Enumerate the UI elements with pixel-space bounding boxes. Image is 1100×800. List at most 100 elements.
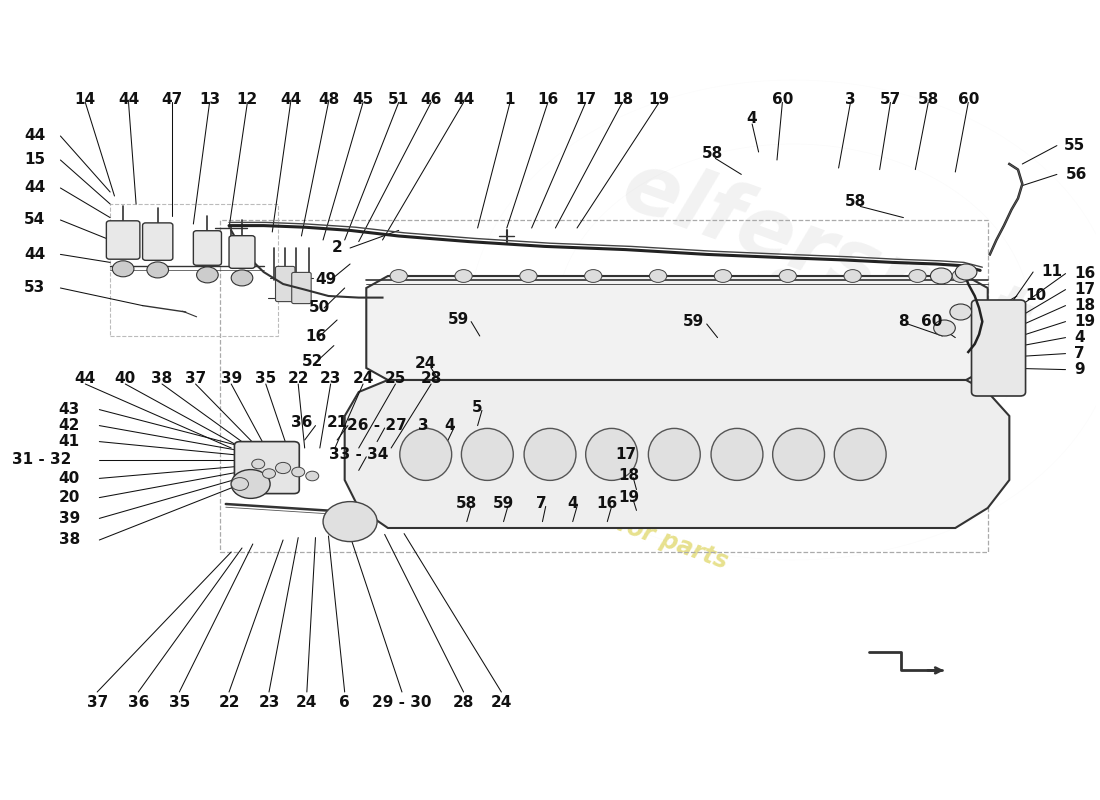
FancyBboxPatch shape (229, 236, 255, 268)
Text: 60: 60 (772, 93, 793, 107)
Polygon shape (366, 276, 988, 380)
Text: 42: 42 (58, 418, 80, 433)
Text: 4: 4 (444, 418, 454, 433)
Bar (220, 220, 988, 552)
Text: 35: 35 (168, 695, 190, 710)
Circle shape (390, 270, 407, 282)
Text: 44: 44 (75, 371, 96, 386)
Text: 19: 19 (649, 93, 670, 107)
Ellipse shape (524, 429, 576, 480)
Text: 52: 52 (301, 354, 323, 369)
Text: 38: 38 (58, 533, 80, 547)
Text: 56: 56 (1066, 167, 1087, 182)
Text: 49: 49 (316, 273, 337, 287)
Text: 44: 44 (24, 181, 45, 195)
Bar (110, 204, 277, 336)
Text: 57: 57 (880, 93, 901, 107)
Text: 8: 8 (898, 314, 909, 329)
Text: 5: 5 (472, 401, 483, 415)
Circle shape (931, 268, 953, 284)
Circle shape (584, 270, 602, 282)
Text: 29 - 30: 29 - 30 (372, 695, 431, 710)
Text: 24: 24 (296, 695, 318, 710)
Text: 54: 54 (24, 213, 45, 227)
Text: 4: 4 (568, 497, 578, 511)
Text: 45: 45 (352, 93, 374, 107)
Text: 18: 18 (612, 93, 632, 107)
Text: 22: 22 (218, 695, 240, 710)
Text: 40: 40 (114, 371, 136, 386)
Text: 18: 18 (618, 468, 639, 482)
Circle shape (844, 270, 861, 282)
Text: 58: 58 (845, 194, 867, 209)
Circle shape (231, 478, 249, 490)
Text: 24: 24 (352, 371, 374, 386)
Text: 59: 59 (448, 313, 469, 327)
Text: 17: 17 (575, 93, 596, 107)
FancyBboxPatch shape (234, 442, 299, 494)
Text: a passion for parts: a passion for parts (487, 466, 732, 574)
Text: 3: 3 (845, 93, 856, 107)
FancyBboxPatch shape (194, 230, 221, 266)
Text: 16: 16 (1075, 266, 1096, 281)
Ellipse shape (585, 429, 638, 480)
Text: 26 - 27: 26 - 27 (348, 418, 407, 433)
Circle shape (649, 270, 667, 282)
FancyBboxPatch shape (143, 223, 173, 260)
Circle shape (263, 469, 275, 478)
Text: 60: 60 (921, 314, 943, 329)
Text: 7: 7 (536, 497, 547, 511)
Text: 28: 28 (420, 371, 442, 386)
Text: 18: 18 (1075, 298, 1096, 313)
Circle shape (909, 270, 926, 282)
Text: 28: 28 (453, 695, 474, 710)
Text: 24: 24 (415, 357, 437, 371)
Text: 15: 15 (24, 153, 45, 167)
Circle shape (292, 467, 305, 477)
Circle shape (306, 471, 319, 481)
Text: 48: 48 (318, 93, 339, 107)
Text: 53: 53 (24, 281, 45, 295)
Text: 44: 44 (280, 93, 301, 107)
Circle shape (112, 261, 134, 277)
Text: 58: 58 (456, 497, 477, 511)
Text: 58: 58 (702, 146, 723, 161)
Text: 39: 39 (58, 511, 80, 526)
Text: 41: 41 (58, 434, 80, 449)
FancyBboxPatch shape (292, 272, 311, 303)
Text: 17: 17 (1075, 282, 1096, 297)
Text: 2: 2 (332, 241, 342, 255)
Text: 44: 44 (24, 247, 45, 262)
Text: elferspot: elferspot (612, 145, 1040, 367)
Text: 16: 16 (305, 329, 326, 343)
Text: 12: 12 (236, 93, 258, 107)
Text: 1985: 1985 (836, 342, 967, 426)
Text: 4: 4 (1075, 330, 1085, 345)
Text: 60: 60 (958, 93, 979, 107)
Ellipse shape (461, 429, 514, 480)
Text: 3: 3 (418, 418, 429, 433)
Ellipse shape (772, 429, 825, 480)
Ellipse shape (711, 429, 763, 480)
Text: 50: 50 (309, 301, 330, 315)
Text: 10: 10 (1025, 289, 1047, 303)
Circle shape (275, 462, 290, 474)
Text: 16: 16 (596, 497, 618, 511)
Text: 4: 4 (747, 111, 758, 126)
Circle shape (455, 270, 472, 282)
Circle shape (714, 270, 732, 282)
Text: 31 - 32: 31 - 32 (12, 453, 72, 467)
Circle shape (231, 270, 253, 286)
Text: 19: 19 (1075, 314, 1096, 329)
Text: 59: 59 (493, 497, 514, 511)
Text: 17: 17 (615, 447, 636, 462)
Text: 51: 51 (388, 93, 409, 107)
Ellipse shape (648, 429, 701, 480)
Text: 39: 39 (221, 371, 242, 386)
Text: 6: 6 (339, 695, 350, 710)
Circle shape (197, 267, 218, 283)
Text: 23: 23 (320, 371, 341, 386)
Circle shape (953, 270, 969, 282)
Circle shape (955, 264, 977, 280)
Ellipse shape (399, 429, 452, 480)
